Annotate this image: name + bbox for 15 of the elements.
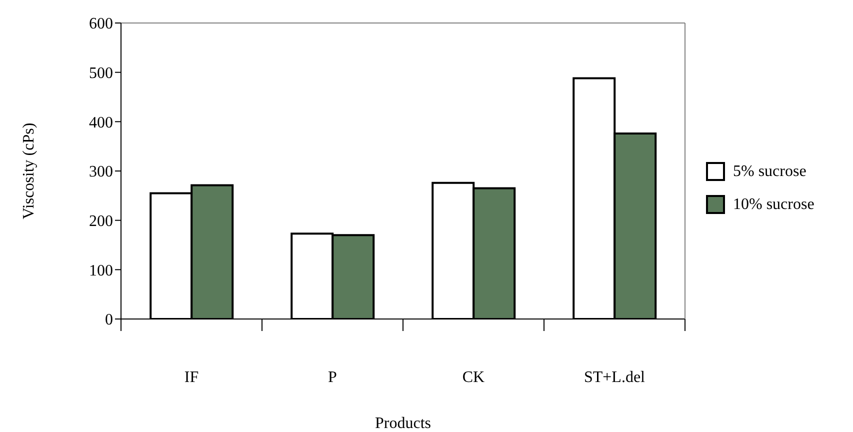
x-tick-label: ST+L.del (584, 369, 646, 386)
x-tick-label: CK (462, 369, 486, 386)
x-axis-title: Products (375, 415, 431, 432)
y-axis-title: Viscosity (cPs) (20, 122, 38, 220)
x-tick-label: P (328, 369, 338, 386)
y-tick-label: 300 (89, 164, 113, 181)
y-tick-label: 400 (89, 114, 113, 132)
y-tick-label: 500 (89, 65, 113, 82)
legend-label: 5% sucrose (733, 162, 806, 180)
x-tick-label: IF (184, 369, 199, 386)
legend-label: 10% sucrose (733, 196, 814, 214)
y-tick-label: 100 (89, 262, 113, 280)
y-tick-label: 600 (89, 16, 113, 33)
y-tick-label: 0 (105, 312, 113, 329)
y-tick-label: 200 (89, 213, 113, 230)
